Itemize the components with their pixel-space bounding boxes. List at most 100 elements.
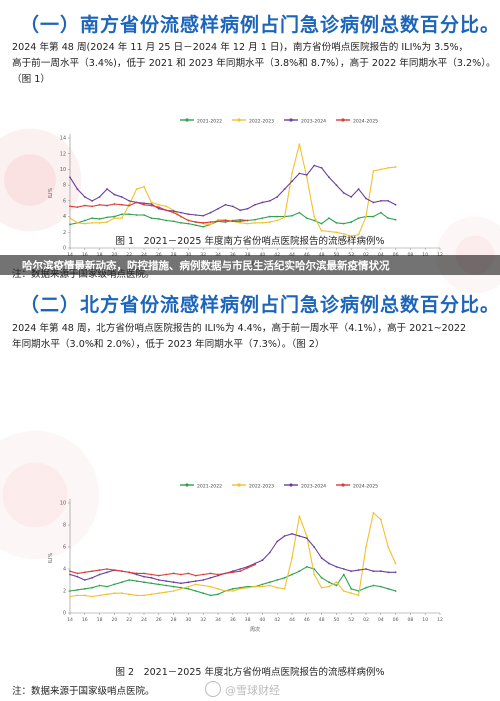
data-point — [320, 222, 323, 225]
headline-banner-text[interactable]: 哈尔滨疫情最新动态，防控措施、病例数据与市民生活纪实哈尔滨最新疫情状况 — [22, 260, 390, 272]
data-point — [387, 217, 390, 220]
data-point — [106, 216, 108, 219]
data-point — [365, 546, 367, 548]
data-point — [172, 581, 175, 584]
y-tick-label: 10 — [60, 501, 66, 507]
data-point — [91, 205, 94, 208]
data-point — [246, 222, 249, 225]
chart-svg-north: 2021-2022 2022-2023 2023-2024 2024-20250246… — [48, 483, 443, 633]
data-point — [98, 218, 101, 220]
legend-marker — [341, 483, 345, 487]
data-point — [394, 590, 397, 592]
data-point — [180, 573, 182, 576]
data-point — [143, 572, 145, 575]
data-point — [120, 213, 123, 216]
x-tick-label: 36 — [230, 617, 236, 623]
y-tick-label: 2 — [63, 230, 66, 236]
data-point — [143, 581, 145, 584]
data-point — [254, 203, 256, 206]
data-point — [372, 170, 375, 172]
data-point — [209, 221, 212, 223]
paragraph-line: 2024 年第 48 周，北方省份哨点医院报告的 ILI%为 4.4%，高于前一… — [12, 323, 467, 334]
data-point — [157, 207, 160, 210]
data-point — [135, 580, 138, 582]
data-point — [187, 585, 190, 588]
x-tick-label: 20 — [111, 617, 117, 623]
data-point — [320, 166, 323, 169]
data-point — [150, 576, 153, 579]
x-tick-label: 50 — [333, 617, 339, 623]
data-point — [69, 217, 71, 220]
chart-north: 2021-2022 2022-2023 2023-2024 2024-2025 0 2 4 6… — [30, 473, 450, 643]
data-point — [261, 559, 264, 562]
data-point — [239, 220, 242, 223]
data-point — [335, 221, 338, 224]
data-point — [254, 563, 256, 566]
data-point — [157, 583, 160, 586]
legend-marker — [185, 483, 189, 487]
data-point — [150, 201, 153, 204]
data-point — [357, 569, 360, 571]
data-point — [150, 204, 153, 207]
legend-label: 2022-2023 — [249, 484, 274, 490]
x-tick-label: 48 — [319, 617, 325, 623]
y-tick-label: 0 — [63, 246, 66, 252]
paragraph-line: （图 1） — [12, 74, 50, 85]
data-point — [268, 581, 271, 584]
data-point — [320, 586, 323, 589]
data-point — [305, 535, 308, 537]
data-point — [268, 584, 271, 587]
data-point — [76, 589, 79, 591]
legend-marker — [185, 118, 189, 122]
data-point — [283, 535, 286, 537]
data-point — [202, 592, 205, 595]
data-point — [135, 201, 138, 204]
data-point — [276, 215, 279, 218]
data-point — [69, 590, 71, 592]
data-point — [261, 585, 264, 588]
data-point — [106, 593, 108, 596]
data-point — [328, 562, 330, 565]
series-line — [69, 512, 397, 598]
data-point — [150, 217, 153, 220]
data-point — [120, 217, 123, 220]
data-point — [276, 540, 279, 543]
data-point — [76, 594, 79, 597]
data-point — [335, 581, 338, 584]
data-point — [157, 592, 160, 595]
data-point — [357, 233, 360, 236]
data-point — [313, 215, 316, 218]
data-point — [394, 203, 397, 206]
data-point — [157, 206, 160, 209]
data-point — [379, 585, 382, 588]
data-point — [143, 575, 145, 578]
data-point — [202, 573, 205, 576]
data-point — [194, 224, 197, 227]
paragraph-line: 高于前一周水平（3.4%)，低于 2021 和 2023 年同期水平（3.8%和… — [12, 58, 496, 69]
data-point — [254, 218, 256, 221]
data-point — [298, 172, 301, 175]
y-tick-label: 6 — [63, 198, 66, 204]
data-point — [165, 209, 168, 212]
data-point — [276, 579, 279, 581]
data-point — [283, 576, 286, 579]
data-point — [239, 221, 242, 224]
data-point — [172, 572, 175, 575]
headline-banner[interactable]: 哈尔滨疫情最新动态，防控措施、病例数据与市民生活纪实哈尔滨最新疫情状况 — [0, 255, 500, 275]
data-point — [350, 587, 353, 590]
data-point — [209, 211, 212, 214]
data-point — [157, 218, 160, 220]
data-point — [69, 176, 71, 179]
data-point — [268, 221, 271, 223]
x-tick-label: 30 — [185, 617, 191, 623]
x-tick-label: 46 — [304, 617, 310, 623]
data-point — [379, 199, 382, 202]
watermark: @雪球财经 — [205, 681, 280, 698]
x-tick-label: 32 — [200, 617, 206, 623]
x-tick-label: 28 — [171, 617, 177, 623]
data-point — [113, 193, 116, 196]
x-tick-label: 16 — [82, 617, 88, 623]
data-point — [91, 570, 94, 573]
data-point — [187, 213, 190, 216]
